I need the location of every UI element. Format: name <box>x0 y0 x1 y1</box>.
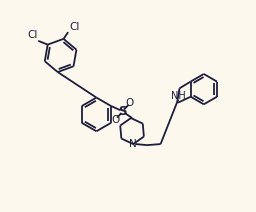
Text: N: N <box>129 139 137 149</box>
Text: O: O <box>126 98 134 108</box>
Text: O: O <box>112 115 120 125</box>
Text: NH: NH <box>171 91 186 101</box>
Text: S: S <box>118 105 127 118</box>
Text: Cl: Cl <box>27 30 37 40</box>
Text: Cl: Cl <box>69 22 79 32</box>
